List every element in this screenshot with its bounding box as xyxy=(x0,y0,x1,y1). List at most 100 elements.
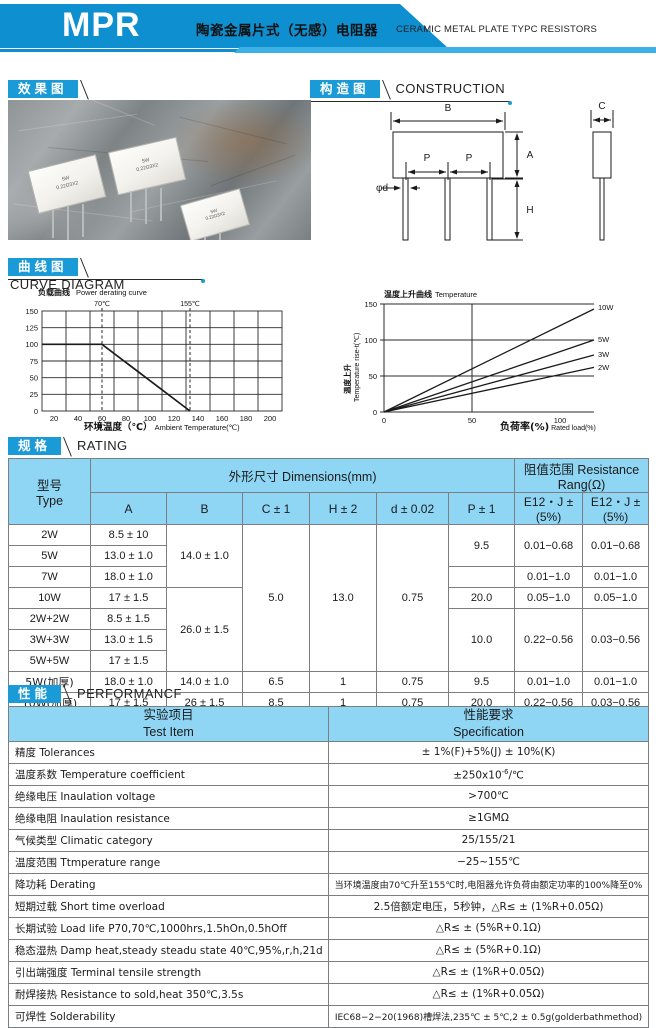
perf-spec-7: 2.5倍额定电压，5秒钟，△R≤ ± (1%R+0.05Ω) xyxy=(328,894,649,918)
rating-header-resistance: 阻值范围 Resistance Rang(Ω) xyxy=(514,458,650,493)
table-row: 气候类型 Climatic category 25/155/21 xyxy=(8,828,649,852)
performance-table: 实验项目 Test Item 性能要求 Specification 精度 Tol… xyxy=(8,706,649,1028)
rating-b-bottom: 26.0 ± 1.5 xyxy=(166,587,243,672)
section-tag-rating: 规格 xyxy=(8,437,62,455)
section-tag-sample: 效果图 xyxy=(8,80,78,98)
perf-item-5: 温度范围 Ttmperature range xyxy=(8,850,329,874)
chart1-xtick-100: 100 xyxy=(144,414,157,423)
chart1-title-cn: 负载曲线 xyxy=(38,287,70,297)
perf-item-4: 气候类型 Climatic category xyxy=(8,828,329,852)
chart1-annotation-70c: 70℃ xyxy=(94,301,110,308)
perf-spec-8: △R≤ ± (5%R+0.1Ω) xyxy=(328,916,649,940)
table-row: 温度范围 Ttmperature range −25~155℃ xyxy=(8,850,649,874)
chart1-xtick-160: 160 xyxy=(216,414,229,423)
rating-header-type: 型号 Type xyxy=(8,458,91,525)
table-row: 降功耗 Derating 当环境温度由70℃升至155℃时,电阻器允许负荷由额定功… xyxy=(8,872,649,896)
rating-type-5w5w: 5W+5W xyxy=(8,650,91,672)
chart1-xtick-200: 200 xyxy=(264,414,277,423)
slash-icon xyxy=(380,80,394,98)
rating-a-5w: 13.0 ± 1.0 xyxy=(90,545,167,567)
dim-label-phi-d: φd xyxy=(376,183,388,194)
chart1-ytick-25: 25 xyxy=(30,390,38,399)
rating-col-B: B xyxy=(166,492,243,525)
section-label-curve: CURVE DIAGRAM xyxy=(10,277,125,292)
rating-col-E12-1: E12・J ±(5%) xyxy=(514,492,584,525)
rating-d-5w-thick: 0.75 xyxy=(376,671,449,693)
chart2-legend-3w: 3W xyxy=(598,350,610,359)
rating-col-C: C ± 1 xyxy=(242,492,310,525)
chart1-ytick-75: 75 xyxy=(30,357,38,366)
chart2-line-2w xyxy=(383,366,595,413)
chart2-legend-5w: 5W xyxy=(598,335,610,344)
rating-e12b-2: 0.01−1.0 xyxy=(582,566,650,588)
resistor-label-2: 5W 0.22Ω3X2 xyxy=(135,157,159,173)
chart2-legend-2w: 2W xyxy=(598,363,610,372)
rating-e12a-5w-thick: 0.01−1.0 xyxy=(514,671,584,693)
rating-p-5w-thick: 9.5 xyxy=(447,671,516,693)
table-row: 稳态湿热 Damp heat,steady steadu state 40℃,9… xyxy=(8,938,649,962)
table-row: 短期过载 Short time overload 2.5倍额定电压，5秒钟，△R≤… xyxy=(8,894,649,918)
table-row: 温度系数 Temperature coefficient ±250x10-6/℃ xyxy=(8,762,649,786)
resistor-sample-2: 5W 0.22Ω3X2 xyxy=(107,136,187,196)
section-label-construction: CONSTRUCTION xyxy=(395,81,506,96)
table-row: 5W+5W 17 ± 1.5 xyxy=(8,650,649,672)
rating-h-merged: 13.0 xyxy=(309,524,377,672)
section-tag-performance: 性能 xyxy=(8,685,62,703)
section-dot-icon xyxy=(508,100,512,105)
perf-spec-10: △R≤ ± (1%R+0.05Ω) xyxy=(328,960,649,984)
table-row: 可焊性 Solderability IEC68−2−20(1968)槽焊法,235… xyxy=(8,1004,649,1028)
chart2-xtick-100: 100 xyxy=(554,416,567,425)
section-header-construction: 构造图 CONSTRUCTION xyxy=(310,80,520,105)
rating-e12b-4: 0.03−0.56 xyxy=(582,608,650,672)
temperature-rise-svg: 温度上升曲线 Temperature 150 100 50 0 0 50 100… xyxy=(342,289,614,425)
dim-label-P2: P xyxy=(466,153,473,164)
rating-type-2w2w: 2W+2W xyxy=(8,608,91,630)
section-tag-curve: 曲线图 xyxy=(8,258,78,276)
slash-icon xyxy=(78,258,92,276)
chart1-xaxis-label: 环境温度（℃） Ambient Temperature(℃) xyxy=(84,422,240,433)
chart1-title-en: Power derating curve xyxy=(76,288,147,297)
banner-stripe xyxy=(234,47,656,53)
table-row: 2W+2W 8.5 ± 1.5 10.0 0.22−0.56 0.03−0.56 xyxy=(8,608,650,672)
perf-spec-2: >700℃ xyxy=(328,784,649,808)
dim-label-H: H xyxy=(526,205,533,216)
rating-col-H: H ± 2 xyxy=(309,492,377,525)
chart2-line-10w xyxy=(383,308,595,413)
perf-item-12: 可焊性 Solderability xyxy=(8,1004,329,1028)
section-label-performance: PERFORMANCF xyxy=(77,686,182,701)
table-row: 绝缘电压 Inaulation voltage >700℃ xyxy=(8,784,649,808)
brand-logo: MPR xyxy=(62,6,141,44)
rating-a-5w5w: 17 ± 1.5 xyxy=(90,650,167,672)
perf-item-3: 绝缘电阻 Inaulation resistance xyxy=(8,806,329,830)
chart2-line-5w xyxy=(383,339,595,413)
chart1-ytick-50: 50 xyxy=(30,374,38,383)
rating-p-200: 20.0 xyxy=(447,587,516,609)
chart2-ytick-100: 100 xyxy=(364,336,377,345)
perf-item-10: 引出端强度 Terminal tensile strength xyxy=(8,960,329,984)
perf-header-item: 实验项目 Test Item xyxy=(8,706,329,742)
slash-icon xyxy=(61,685,75,703)
chart2-xtick-50: 50 xyxy=(468,416,476,425)
rating-a-7w: 18.0 ± 1.0 xyxy=(90,566,167,588)
perf-item-7: 短期过载 Short time overload xyxy=(8,894,329,918)
rating-c-merged: 5.0 xyxy=(242,524,310,672)
resistor-sample-3: 5W 0.22Ω3X2 xyxy=(179,188,251,240)
chart2-ytick-50: 50 xyxy=(369,372,377,381)
rating-type-5w: 5W xyxy=(8,545,91,567)
construction-drawing: B A P P H C φd xyxy=(372,100,652,250)
rating-col-P: P ± 1 xyxy=(447,492,516,525)
rating-p-blank xyxy=(447,566,516,588)
section-header-performance: 性能 PERFORMANCF xyxy=(8,685,183,710)
perf-item-1: 温度系数 Temperature coefficient xyxy=(8,762,329,786)
chart1-xtick-40: 40 xyxy=(74,414,82,423)
perf-spec-5: −25~155℃ xyxy=(328,850,649,874)
rating-table: 型号 Type 外形尺寸 Dimensions(mm) 阻值范围 Resista… xyxy=(8,458,650,714)
chart2-xaxis-label: 负荷率(%) Rated load(%) xyxy=(500,422,596,433)
chart2-legend-10w: 10W xyxy=(598,303,614,312)
perf-item-9: 稳态湿热 Damp heat,steady steadu state 40℃,9… xyxy=(8,938,329,962)
rating-col-A: A xyxy=(90,492,167,525)
sample-product-photo: 5W 0.22Ω3X2 5W 0.22Ω3X2 5W 0.22Ω3X2 xyxy=(8,100,311,240)
rating-type-10w: 10W xyxy=(8,587,91,609)
chart2-xtick-0: 0 xyxy=(382,416,386,425)
chart1-xtick-180: 180 xyxy=(240,414,253,423)
